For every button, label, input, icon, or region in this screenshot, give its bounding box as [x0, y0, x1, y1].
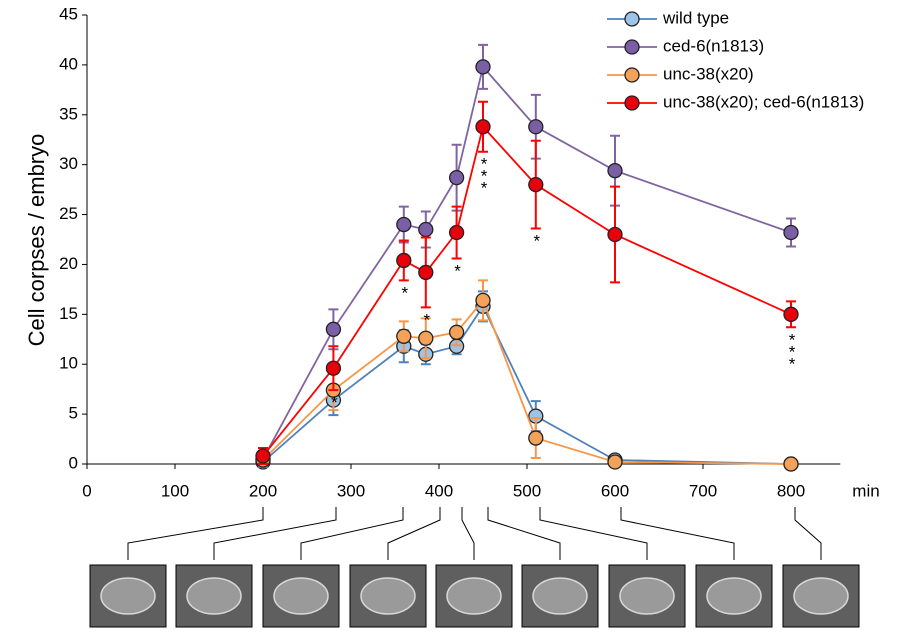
embryo — [100, 577, 156, 615]
legend-marker — [624, 11, 640, 27]
marker — [528, 176, 544, 193]
x-tick-label: 400 — [425, 481, 453, 500]
x-tick-label: 200 — [249, 481, 277, 500]
marker — [325, 321, 342, 337]
y-tick-label: 0 — [69, 453, 78, 472]
y-tick-label: 40 — [59, 54, 78, 73]
embryo — [619, 577, 675, 615]
marker — [448, 169, 465, 186]
significance-label: * — [423, 311, 430, 330]
x-tick-label: 800 — [777, 481, 805, 500]
marker — [448, 324, 465, 340]
y-tick-label: 20 — [59, 254, 78, 273]
significance-label: * — [331, 394, 338, 413]
series — [255, 100, 799, 465]
embryo — [446, 577, 502, 615]
marker — [607, 454, 623, 470]
marker — [418, 221, 434, 238]
marker — [475, 292, 491, 309]
x-tick-label: 500 — [513, 481, 541, 500]
x-tick-label: 0 — [82, 481, 91, 500]
y-tick-label: 10 — [59, 354, 78, 373]
series-line — [262, 298, 792, 465]
series-line — [262, 64, 792, 460]
marker — [783, 306, 799, 322]
legend-label: unc-38(x20); ced-6(n1813) — [663, 92, 864, 111]
embryo — [360, 577, 416, 615]
connector — [461, 507, 475, 560]
marker — [607, 226, 623, 243]
connector — [487, 507, 561, 560]
x-axis-label: min — [852, 481, 879, 500]
embryo — [793, 577, 849, 615]
marker — [325, 360, 342, 376]
x-tick-label: 300 — [337, 481, 365, 500]
embryo — [186, 577, 242, 615]
marker — [255, 448, 271, 464]
connector — [213, 507, 337, 560]
marker — [475, 119, 491, 135]
y-tick-label: 35 — [59, 104, 78, 123]
x-tick-label: 100 — [161, 481, 189, 500]
y-tick-label: 15 — [59, 304, 78, 323]
embryo — [706, 577, 762, 615]
marker — [396, 252, 412, 269]
connector — [539, 507, 648, 560]
marker — [418, 330, 434, 346]
significance-label: * * * — [481, 155, 488, 198]
legend-label: wild type — [662, 8, 729, 27]
connector — [300, 507, 404, 560]
marker — [607, 163, 623, 179]
legend-marker — [624, 67, 640, 83]
marker — [418, 264, 434, 281]
legend-marker — [624, 95, 640, 111]
y-tick-label: 5 — [69, 404, 78, 423]
connector — [127, 507, 264, 560]
series-line — [262, 304, 792, 465]
y-tick-label: 45 — [59, 4, 78, 23]
legend-marker — [624, 39, 640, 55]
series — [255, 290, 799, 472]
x-tick-label: 600 — [601, 481, 629, 500]
y-tick-label: 25 — [59, 204, 78, 223]
series-line — [262, 124, 792, 457]
significance-label: * — [533, 232, 540, 251]
marker — [783, 224, 799, 241]
y-tick-label: 30 — [59, 154, 78, 173]
legend-label: unc-38(x20) — [663, 64, 754, 83]
marker — [396, 216, 412, 233]
embryo — [273, 577, 329, 615]
significance-label: * * * — [789, 331, 796, 374]
marker — [783, 456, 799, 472]
embryo-images — [89, 507, 860, 628]
marker — [448, 224, 465, 241]
embryo — [532, 577, 588, 615]
connector — [387, 507, 441, 560]
marker — [475, 59, 491, 75]
connector — [794, 507, 822, 560]
connector — [620, 507, 735, 560]
significance-label: * — [454, 262, 461, 281]
legend-label: ced-6(n1813) — [663, 36, 764, 55]
x-tick-label: 700 — [689, 481, 717, 500]
significance-label: * — [401, 284, 408, 303]
marker — [528, 119, 544, 135]
marker — [528, 430, 544, 446]
marker — [396, 328, 412, 344]
y-axis-label: Cell corpses / embryo — [24, 134, 49, 347]
